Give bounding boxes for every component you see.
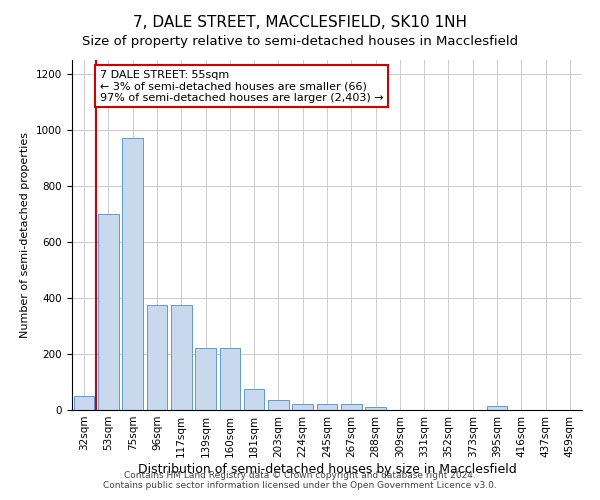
Bar [268,400,289,410]
X-axis label: Distribution of semi-detached houses by size in Macclesfield: Distribution of semi-detached houses by … [137,462,517,475]
Bar [74,396,94,410]
Bar [292,404,313,410]
Bar [122,138,143,410]
Bar [341,404,362,410]
Bar [220,348,240,410]
Text: 7, DALE STREET, MACCLESFIELD, SK10 1NH: 7, DALE STREET, MACCLESFIELD, SK10 1NH [133,15,467,30]
Text: 7 DALE STREET: 55sqm
← 3% of semi-detached houses are smaller (66)
97% of semi-d: 7 DALE STREET: 55sqm ← 3% of semi-detach… [100,70,383,103]
Bar [195,348,216,410]
Bar [487,406,508,410]
Bar [171,305,191,410]
Bar [146,305,167,410]
Bar [365,407,386,410]
Y-axis label: Number of semi-detached properties: Number of semi-detached properties [20,132,31,338]
Text: Size of property relative to semi-detached houses in Macclesfield: Size of property relative to semi-detach… [82,35,518,48]
Bar [98,214,119,410]
Bar [244,389,265,410]
Text: Contains HM Land Registry data © Crown copyright and database right 2024.
Contai: Contains HM Land Registry data © Crown c… [103,470,497,490]
Bar [317,404,337,410]
